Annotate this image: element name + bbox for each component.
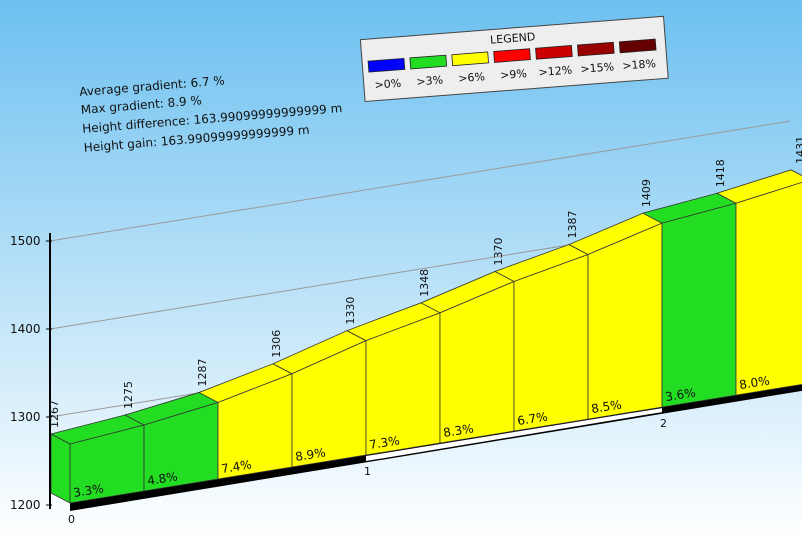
legend-label: >15% [580,60,615,76]
elevation-label: 1330 [344,297,357,325]
legend-item: >15% [576,41,615,76]
profile-segment: 6.7% [494,244,589,432]
profile-segment: 8.9% [272,330,367,468]
profile-segment: 8.3% [420,271,515,444]
legend: LEGEND >0% >3% >6% >9% >12% >15% >18% [359,15,669,103]
profile-segment: 8.0% [715,169,802,396]
baseline-band [70,384,802,511]
elevation-label: 1306 [270,330,283,358]
y-tick-label: 1300 [10,410,41,424]
legend-swatch [409,54,448,70]
legend-box: LEGEND >0% >3% >6% >9% >12% >15% >18% [359,15,669,103]
profile-segment: 8.5% [568,212,663,420]
elevation-label: 1348 [418,269,431,297]
segment-front-face [735,181,802,396]
elevation-label: 1418 [714,159,727,187]
legend-item: >0% [367,57,406,92]
segment-front-face [587,222,663,420]
gradient-label: 4.8% [146,469,178,488]
legend-item: >12% [535,45,573,80]
elevation-label: 1431 [794,136,802,164]
y-tick-label: 1500 [10,234,41,248]
elevation-label: 1370 [492,237,505,265]
y-tick-label: 1200 [10,498,41,512]
legend-item: >6% [451,51,489,85]
legend-swatch [576,41,615,57]
gradient-label: 8.0% [738,373,770,392]
legend-swatch [618,38,657,54]
gradient-label: 7.3% [368,433,400,452]
legend-label: >9% [500,67,528,82]
legend-label: >3% [416,73,444,88]
gradient-label: 7.4% [220,457,252,476]
elevation-label: 1287 [196,358,209,386]
gradient-label: 6.7% [516,409,548,428]
distance-labels: 0 1 2 [68,417,667,526]
elevation-label: 1409 [640,179,653,207]
gradient-label: 8.9% [294,445,326,464]
legend-title: LEGEND [490,30,536,46]
legend-label: >18% [622,57,657,73]
gradient-label: 8.3% [442,421,474,440]
legend-item: >3% [409,54,448,88]
y-axis: 1200 1300 1400 1500 [10,233,52,512]
profile-segment: 7.3% [346,302,441,456]
distance-label: 2 [660,417,667,430]
legend-swatch [535,45,573,60]
gradient-label: 3.3% [72,481,104,500]
profile-segment: 7.4% [198,363,293,480]
segment-front-face [661,202,737,408]
segment-front-face [513,253,589,432]
legend-label: >12% [538,64,573,80]
legend-swatch [451,51,489,67]
elevation-labels: 1267 1275 1287 1306 1330 1348 1370 1387 1409 1418… [48,136,802,428]
baseline-ribbon [366,408,662,462]
legend-swatch [367,57,406,73]
profile-segments: 3.3% 4.8% 7.4% 8.9% 7.3% 8.3% 6.7% 8.5% 3.6% 8.0% [49,169,802,504]
distance-label: 1 [364,465,371,478]
grid-line [49,120,791,242]
gradient-label: 8.5% [590,397,622,416]
legend-label: >0% [374,77,402,92]
segment-end-cap [50,433,71,504]
gradient-label: 3.6% [664,385,696,404]
legend-item: >18% [618,38,657,73]
legend-item: >9% [493,48,531,82]
profile-segment: 4.8% [123,392,220,492]
legend-label: >6% [458,70,486,85]
y-tick-label: 1400 [10,322,41,336]
elevation-label: 1275 [122,381,135,409]
distance-label: 0 [68,513,75,526]
elevation-label: 1387 [566,211,579,239]
elevation-label: 1267 [48,400,61,428]
legend-swatch [493,48,531,63]
